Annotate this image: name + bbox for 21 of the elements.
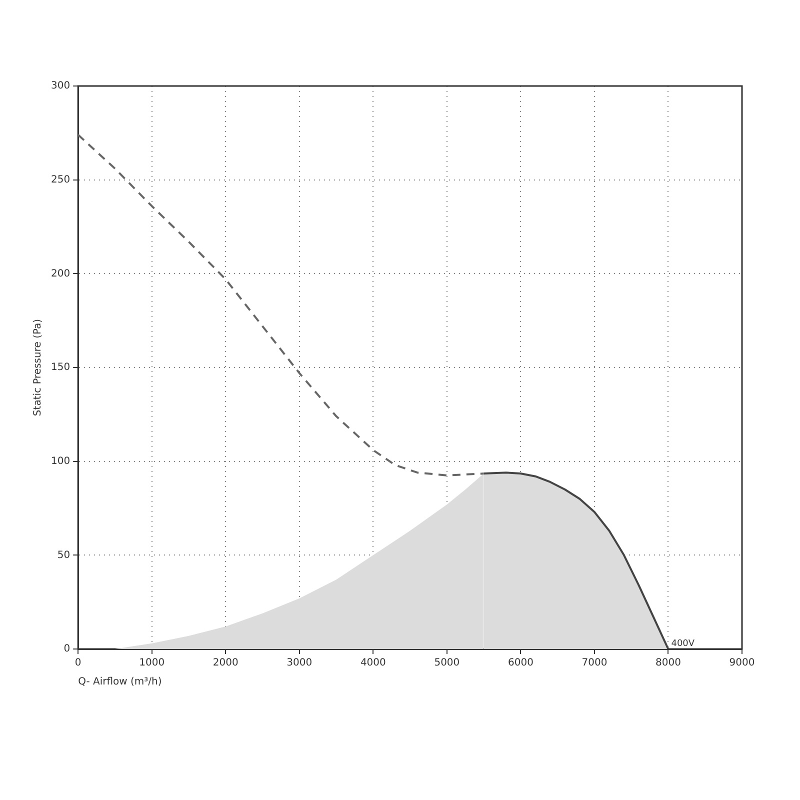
x-tick-label: 0 [74,658,82,669]
x-tick-label: 6000 [508,658,534,669]
x-tick-label: 8000 [656,658,681,669]
y-tick-label: 250 [50,174,70,186]
x-axis-title: Q- Airflow (m³/h) [78,676,162,688]
y-tick-label: 300 [50,80,70,92]
y-tick-label: 150 [50,362,70,374]
x-tick-label: 7000 [582,658,608,669]
y-axis-title: Static Pressure (Pa) [32,318,44,416]
y-tick-label: 0 [64,644,70,655]
y-tick-label: 100 [50,456,70,467]
x-tick-label: 4000 [360,658,386,669]
x-tick-label: 3000 [286,658,312,669]
y-tick-label: 50 [57,550,70,561]
y-tick-label: 200 [50,268,70,280]
line-series [78,134,485,476]
x-tick-label: 5000 [434,658,460,669]
annotation: 400V [671,638,696,649]
x-tick-label: 9000 [729,658,755,669]
x-tick-label: 2000 [212,658,238,669]
x-tick-label: 1000 [139,658,165,669]
